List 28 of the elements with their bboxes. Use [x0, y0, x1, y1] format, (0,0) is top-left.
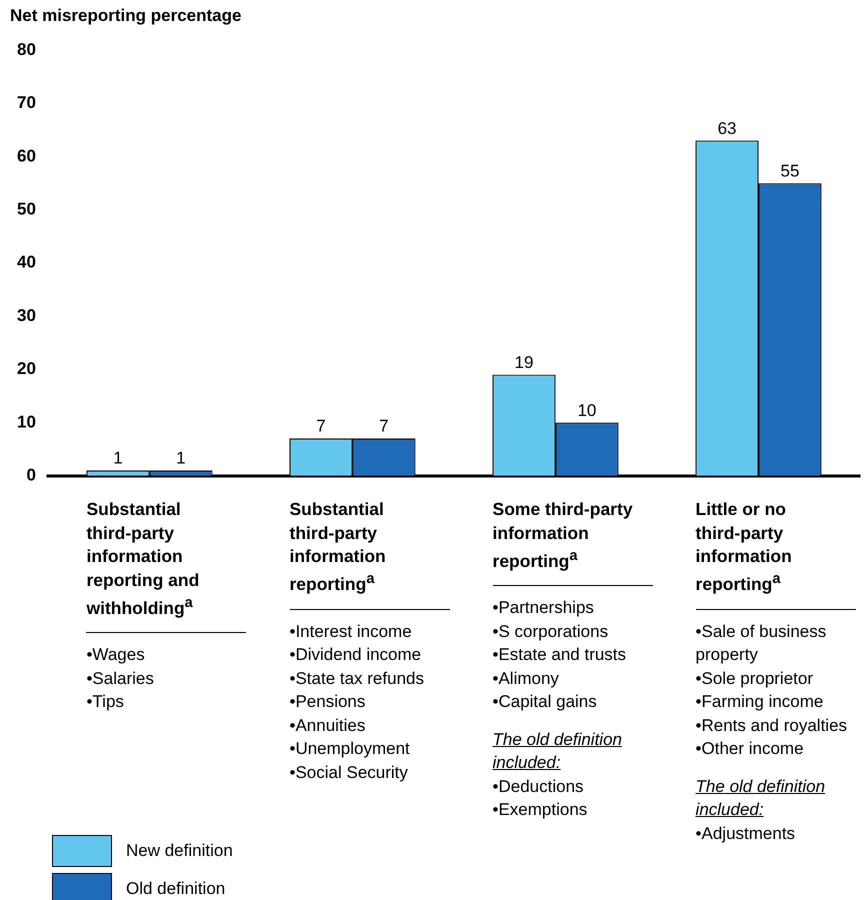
text: •Sale of business property •Sole proprietor •Farming income •Rents and royalties •Other income The old definition included: •Adjustments [696, 622, 848, 843]
data-label: 10 [577, 400, 596, 420]
text: •Wages •Salaries •Tips [86, 644, 155, 714]
x-tick-label: Little or no third-party information reporting$^{a}$ [696, 499, 792, 594]
y-tick-label: 0 [26, 465, 36, 484]
y-tick-label: 30 [16, 306, 36, 325]
y-tick-label: 10 [16, 412, 36, 432]
legend-label: Old definition [126, 879, 226, 899]
data-label: 19 [514, 352, 534, 372]
data-label: 55 [780, 161, 800, 180]
y-tick-label: 60 [16, 146, 36, 166]
y-axis-title: Net misreporting percentage [10, 6, 242, 26]
data-label: 7 [379, 416, 389, 436]
data-label: 63 [718, 118, 736, 138]
x-tick-label: Substantial third-party information reporting$^{a}$ [290, 499, 386, 594]
y-tick-label: 20 [16, 359, 36, 378]
legend-label: New definition [126, 841, 233, 861]
y-tick-label: 40 [16, 252, 36, 272]
x-tick-label: Some third-party information reporting$^{a}$ [492, 499, 633, 571]
data-label: 1 [113, 448, 123, 468]
y-tick-label: 70 [16, 93, 36, 112]
text: •Partnerships •S corporations •Estate and trusts •Alimony •Capital gains The old definition included: •Deductions •Exemptions [492, 598, 626, 820]
y-tick-label: 80 [16, 40, 36, 59]
data-label: 1 [176, 448, 186, 468]
y-tick-label: 50 [16, 199, 36, 218]
x-tick-label: Substantial third-party information reporting and withholding$^{a}$ [86, 499, 200, 618]
data-label: 7 [316, 416, 326, 436]
text: •Interest income •Dividend income •State tax refunds •Pensions •Annuities •Unemployment •Social Security [290, 620, 425, 784]
